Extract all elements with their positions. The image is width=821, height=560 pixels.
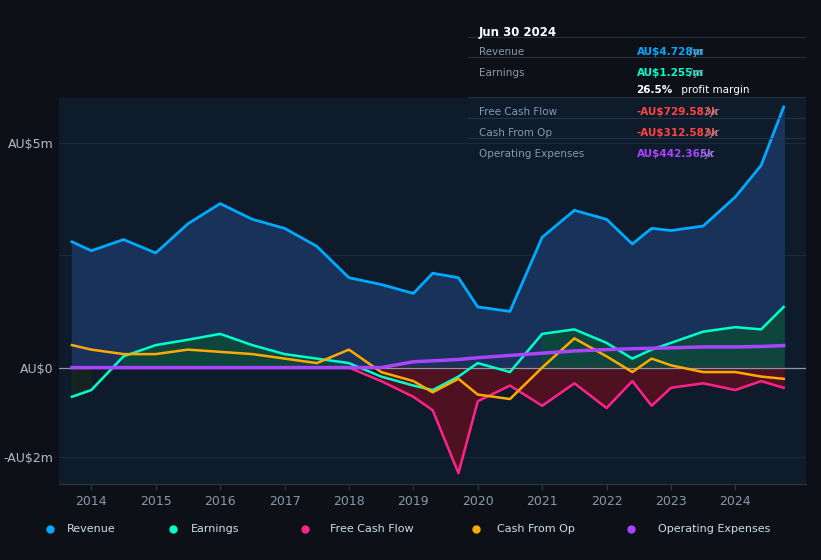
Text: profit margin: profit margin (677, 85, 749, 95)
Text: /yr: /yr (686, 68, 703, 78)
Text: 26.5%: 26.5% (636, 85, 672, 95)
Text: Earnings: Earnings (190, 524, 239, 534)
Text: Cash From Op: Cash From Op (497, 524, 575, 534)
Text: Operating Expenses: Operating Expenses (658, 524, 771, 534)
Text: -AU$312.583k: -AU$312.583k (636, 128, 718, 138)
Text: Free Cash Flow: Free Cash Flow (479, 107, 557, 117)
Text: Operating Expenses: Operating Expenses (479, 148, 584, 158)
Text: /yr: /yr (686, 47, 703, 57)
Text: AU$1.255m: AU$1.255m (636, 68, 704, 78)
Text: /yr: /yr (697, 148, 714, 158)
Text: Jun 30 2024: Jun 30 2024 (479, 26, 557, 39)
Text: Cash From Op: Cash From Op (479, 128, 552, 138)
Text: /yr: /yr (702, 107, 719, 117)
Text: Free Cash Flow: Free Cash Flow (330, 524, 413, 534)
Text: -AU$729.583k: -AU$729.583k (636, 107, 718, 117)
Text: /yr: /yr (702, 128, 719, 138)
Text: Revenue: Revenue (67, 524, 116, 534)
Text: Revenue: Revenue (479, 47, 524, 57)
Text: Earnings: Earnings (479, 68, 525, 78)
Text: AU$442.365k: AU$442.365k (636, 148, 714, 158)
Text: AU$4.728m: AU$4.728m (636, 47, 704, 57)
